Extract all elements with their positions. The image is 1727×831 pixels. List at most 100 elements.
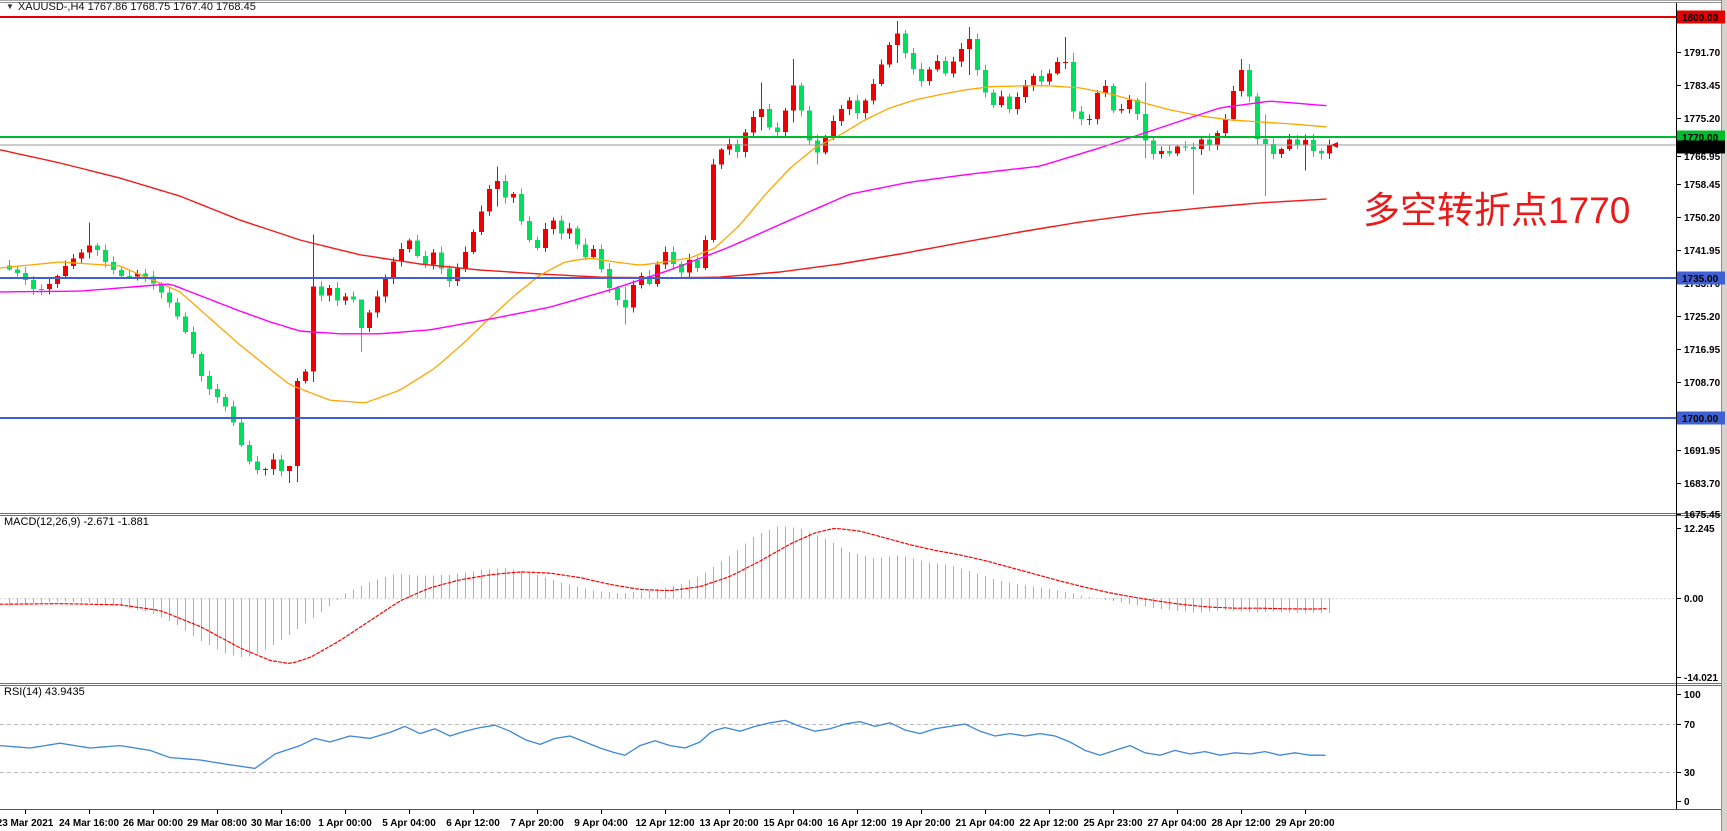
- time-axis-label: 13 Apr 20:00: [699, 818, 759, 829]
- candle: [119, 267, 124, 279]
- candle: [223, 394, 228, 412]
- candle: [567, 223, 572, 240]
- candle: [479, 205, 484, 235]
- candle: [543, 222, 548, 253]
- candle: [175, 298, 180, 320]
- candle: [1191, 142, 1196, 195]
- candle: [911, 47, 916, 75]
- time-axis-label: 15 Apr 04:00: [763, 818, 823, 829]
- candle: [527, 216, 532, 243]
- candle: [855, 94, 860, 120]
- chart-title: XAUUSD-,H4 1767.86 1768.75 1767.40 1768.…: [17, 1, 256, 13]
- time-axis-label: 5 Apr 04:00: [382, 818, 436, 829]
- candle: [343, 293, 348, 305]
- hline-1768.45[interactable]: [0, 144, 1676, 146]
- candle: [639, 272, 644, 289]
- macd-scale-label: -14.021: [1684, 673, 1718, 684]
- rsi-scale-label: 100: [1684, 690, 1701, 701]
- candle: [503, 175, 508, 204]
- macd-histogram: [0, 526, 1676, 658]
- candle: [447, 265, 452, 287]
- price-badge-1800.00: 1800.00: [1677, 10, 1725, 24]
- candle: [1063, 36, 1068, 69]
- candle: [1239, 58, 1244, 97]
- time-axis-label: 26 Mar 00:00: [123, 818, 183, 829]
- price-badge-label: 1700.00: [1682, 414, 1719, 425]
- candle: [1007, 93, 1012, 114]
- candle: [759, 82, 764, 131]
- time-axis-label: 7 Apr 20:00: [510, 818, 564, 829]
- candle: [1327, 139, 1332, 159]
- price-axis-label: 1691.95: [1684, 446, 1721, 457]
- candle: [1263, 114, 1268, 197]
- candle: [791, 58, 796, 123]
- candle: [535, 236, 540, 251]
- time-axis-label: 23 Mar 2021: [0, 818, 54, 829]
- price-badge-label: 1770.00: [1682, 133, 1719, 144]
- price-axis-label: 1766.95: [1684, 152, 1721, 163]
- candle: [335, 281, 340, 306]
- time-axis-label: 22 Apr 12:00: [1019, 818, 1079, 829]
- rsi-indicator-label: RSI(14) 43.9435: [4, 686, 85, 698]
- candle: [943, 56, 948, 76]
- candle: [103, 244, 108, 268]
- symbol-dropdown-icon[interactable]: ▼: [6, 2, 14, 11]
- candle: [887, 41, 892, 68]
- price-badge-label: 1735.00: [1682, 274, 1719, 285]
- candle: [391, 257, 396, 285]
- candle: [1231, 85, 1236, 122]
- candle: [1199, 136, 1204, 156]
- candle: [1023, 79, 1028, 104]
- hline-1700.00[interactable]: [0, 417, 1676, 419]
- candle: [263, 467, 268, 476]
- candle: [471, 229, 476, 254]
- price-axis-label: 1783.45: [1684, 81, 1721, 92]
- candle: [295, 378, 300, 482]
- hline-1770.00[interactable]: [0, 136, 1676, 138]
- candle: [1159, 146, 1164, 159]
- candle: [23, 267, 28, 285]
- candle: [247, 440, 252, 465]
- price-axis-label: 1708.70: [1684, 378, 1721, 389]
- price-axis-label: 1775.20: [1684, 114, 1721, 125]
- time-axis[interactable]: 23 Mar 2021 24 Mar 16:00 26 Mar 00:00 29 Ma…: [0, 810, 1335, 829]
- last-price-marker: [1331, 142, 1338, 148]
- candle: [591, 245, 596, 259]
- candle: [1271, 138, 1276, 160]
- candle: [919, 63, 924, 87]
- candle: [1087, 114, 1092, 126]
- candle: [775, 122, 780, 137]
- candle: [767, 103, 772, 130]
- candle: [599, 244, 604, 273]
- hline-1735.00[interactable]: [0, 277, 1676, 279]
- candle: [231, 400, 236, 427]
- candle: [967, 26, 972, 75]
- candle: [399, 243, 404, 267]
- candle: [935, 54, 940, 72]
- candle: [367, 310, 372, 333]
- candle: [751, 111, 756, 138]
- candle: [1143, 82, 1148, 159]
- price-axis-label: 1741.95: [1684, 246, 1721, 257]
- time-axis-label: 27 Apr 04:00: [1147, 818, 1207, 829]
- candle: [903, 30, 908, 59]
- candle: [279, 455, 284, 477]
- rsi-scale-label: 30: [1684, 768, 1696, 779]
- candle: [1167, 145, 1172, 157]
- candle: [975, 33, 980, 76]
- price-badge-label: 1768.45: [1682, 143, 1719, 154]
- candle: [1183, 140, 1188, 152]
- ma-mid-magenta-line: [0, 100, 1327, 335]
- candle: [959, 42, 964, 67]
- candle: [559, 215, 564, 240]
- candle: [871, 78, 876, 105]
- price-badge-label: 1800.00: [1682, 13, 1719, 24]
- candle: [255, 455, 260, 475]
- candle: [1175, 144, 1180, 156]
- price-axis[interactable]: 1791.70 1783.45 1775.20 1766.95 1758.45 1750.…: [1676, 10, 1725, 522]
- candle: [1071, 52, 1076, 119]
- hline-1800.00[interactable]: [0, 16, 1676, 18]
